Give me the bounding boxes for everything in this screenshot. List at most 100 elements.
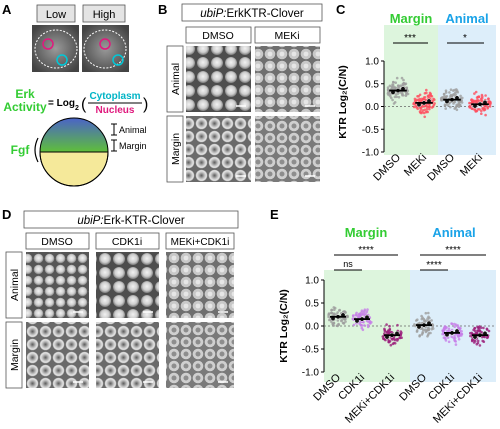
panel-b-row-animal: Animal [170,63,182,95]
data-point [402,78,405,82]
data-point [421,330,425,334]
embryo-yolk [39,151,109,187]
data-point [452,93,455,96]
panel-b-col-meki: MEKi [274,30,299,42]
y-axis-label-e: KTR Log₂(C/N) [278,289,290,362]
data-point [422,111,426,115]
equals-log: = Log [48,98,75,109]
data-point [450,335,454,339]
data-point [330,311,333,315]
embryo-image-low [32,25,79,72]
data-point [470,339,474,343]
micrograph-b-margin-dmso [186,116,251,182]
data-point [470,99,474,102]
sig-stars-right-long: **** [445,245,461,256]
erk-label-line1: Erk [15,87,35,101]
data-point [428,107,431,111]
data-point [478,329,482,333]
data-point [406,92,410,96]
data-point [336,319,340,322]
x-tick-label: DMSO [425,151,457,183]
y-tick-label: 1.0 [305,276,319,287]
data-point [472,341,476,344]
data-point [449,105,452,109]
panel-d-col-combo-box [165,232,235,250]
y-axis-label-c: KTR Log₂(C/N) [337,65,349,138]
data-point [429,93,432,97]
fgf-arc [34,137,39,163]
axis-c: 1.0 0.5 0.0 -0.5 -1.0 [362,57,385,159]
data-point [418,97,421,101]
data-point [480,109,483,113]
panel-b: B ubiP:ErkKTR-Clover DMSO MEKi Animal Ma… [158,2,323,183]
data-point [475,99,479,103]
data-point [453,325,457,329]
data-point [332,324,336,327]
data-point [391,98,394,102]
data-point [443,327,447,331]
data-point [445,326,448,329]
data-point [366,308,369,311]
data-point [430,319,433,322]
data-point [469,331,472,335]
data-point [386,86,390,89]
data-point [456,324,460,327]
panel-d-col-cdk1i-box [95,232,160,250]
panel-b-col-dmso: DMSO [202,30,234,42]
data-point [446,329,449,333]
data-point [475,342,479,346]
panel-b-header-rest: ErkKTR-Clover [226,8,303,20]
data-point [423,115,427,119]
data-point [366,325,370,329]
margin-label: Margin [119,141,147,151]
embryo-yolk-outline [39,151,109,187]
data-point [344,310,347,314]
data-point [397,95,401,99]
data-point [452,102,455,105]
group-label-margin: Margin [345,225,388,240]
panel-letter-a: A [2,2,12,17]
data-point [404,94,408,97]
data-point [476,325,479,329]
y-tick-label: -0.5 [362,125,380,136]
data-point [457,105,461,108]
panel-d-header-italic: ubiP: [77,215,103,227]
panel-letter-e: E [270,207,279,222]
data-point [480,96,484,100]
data-point [476,95,480,99]
data-point [484,94,487,97]
data-point [332,306,336,309]
axis-e: 1.0 0.5 0.0 -0.5 -1.0 [302,276,325,379]
animal-background [438,25,496,155]
data-point [420,333,424,336]
data-point [388,324,391,328]
data-point [454,343,458,346]
y-tick-label: -1.0 [362,148,380,159]
data-point [427,96,431,100]
animal-label: Animal [119,125,147,135]
data-point [385,330,389,334]
data-point [427,105,430,109]
data-point [453,336,457,340]
x-tick-label: MEKi [458,152,485,179]
data-point [480,112,483,115]
data-point [385,323,388,326]
data-point [423,108,427,112]
data-point [488,105,492,108]
data-point [390,96,393,100]
data-point [474,110,478,113]
y-tick-label: -1.0 [302,368,320,379]
data-point [457,337,461,341]
data-point [330,308,334,312]
data-point [403,82,407,86]
micrograph-d-margin-dmso [26,322,89,388]
data-point [483,107,486,111]
data-point [455,88,458,91]
data-point [459,94,462,98]
data-point [360,311,363,314]
panel-d-header: ubiP:Erk-KTR-Clover [77,215,185,227]
data-point [424,311,428,315]
high-label-box [82,4,126,23]
data-point [415,330,419,333]
